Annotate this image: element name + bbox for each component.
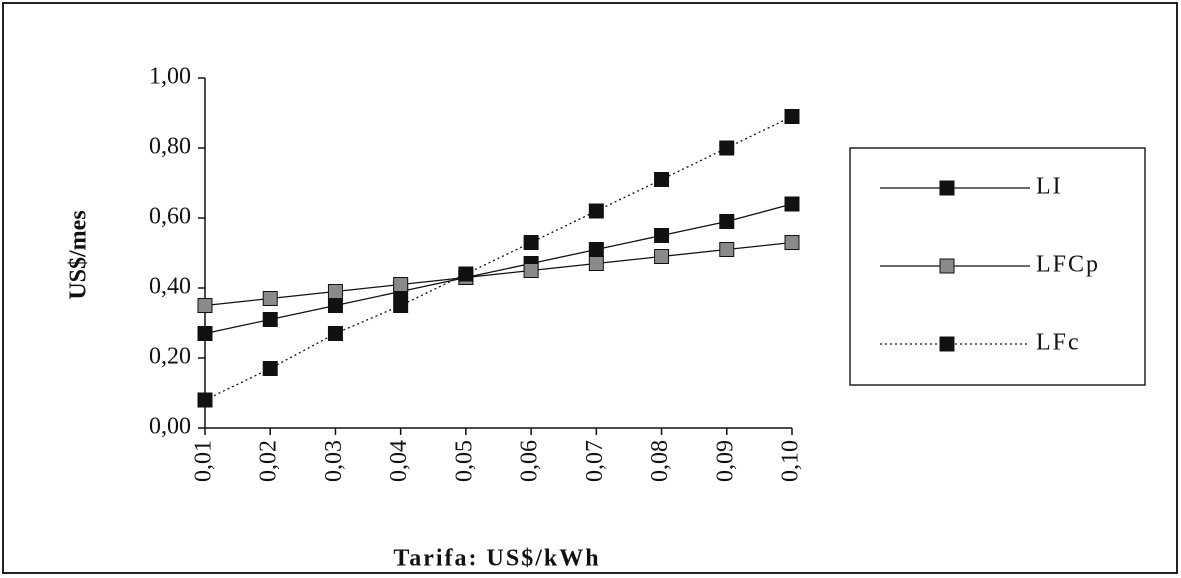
- point: [654, 172, 670, 187]
- y-tick-label: 1,00: [149, 64, 191, 90]
- point: [327, 284, 343, 299]
- legend-label: LFCp: [1036, 252, 1100, 278]
- point: [719, 140, 735, 156]
- y-tick-label: 0,40: [149, 274, 191, 300]
- legend-marker: [939, 336, 955, 352]
- point: [393, 298, 409, 313]
- series-line: [204, 115, 793, 401]
- series-line: [204, 241, 793, 307]
- x-tick-label: 0,08: [647, 440, 673, 482]
- x-tick-label: 0,03: [321, 440, 347, 482]
- y-tick-label: 0,20: [149, 344, 191, 370]
- point: [197, 298, 213, 313]
- point: [523, 235, 539, 250]
- x-tick-label: 0,10: [778, 440, 804, 482]
- y-tick-label: 0,00: [149, 414, 191, 440]
- point: [197, 326, 213, 341]
- point: [588, 256, 604, 271]
- series-line: [204, 203, 793, 335]
- point: [654, 228, 670, 243]
- point: [327, 298, 343, 313]
- x-tick-label: 0,01: [191, 440, 217, 482]
- point: [719, 242, 735, 257]
- x-tick-label: 0,05: [451, 440, 477, 482]
- y-tick-label: 0,60: [149, 204, 191, 230]
- point: [523, 263, 539, 278]
- point: [784, 235, 800, 250]
- point: [784, 196, 800, 212]
- point: [262, 312, 278, 327]
- point: [784, 109, 800, 124]
- x-tick-label: 0,07: [582, 440, 608, 482]
- point: [197, 392, 213, 408]
- x-tick-label: 0,06: [517, 440, 543, 482]
- legend-label: LFc: [1036, 330, 1081, 356]
- point: [393, 277, 409, 292]
- x-tick-label: 0,09: [712, 440, 738, 482]
- legend-marker: [939, 258, 955, 274]
- legend-marker: [939, 180, 955, 196]
- point: [458, 266, 474, 282]
- point: [327, 326, 343, 341]
- x-tick-label: 0,02: [256, 440, 282, 482]
- y-tick-label: 0,80: [149, 134, 191, 160]
- point: [719, 214, 735, 229]
- y-axis-label: US$/mes: [66, 210, 92, 299]
- point: [588, 242, 604, 257]
- point: [262, 361, 278, 376]
- point: [262, 291, 278, 306]
- legend-label: LI: [1036, 174, 1063, 200]
- point: [588, 203, 604, 219]
- x-tick-label: 0,04: [386, 440, 412, 482]
- legend-box: [849, 147, 1146, 386]
- x-axis-label: Tarifa: US$/kWh: [393, 546, 600, 572]
- point: [654, 249, 670, 264]
